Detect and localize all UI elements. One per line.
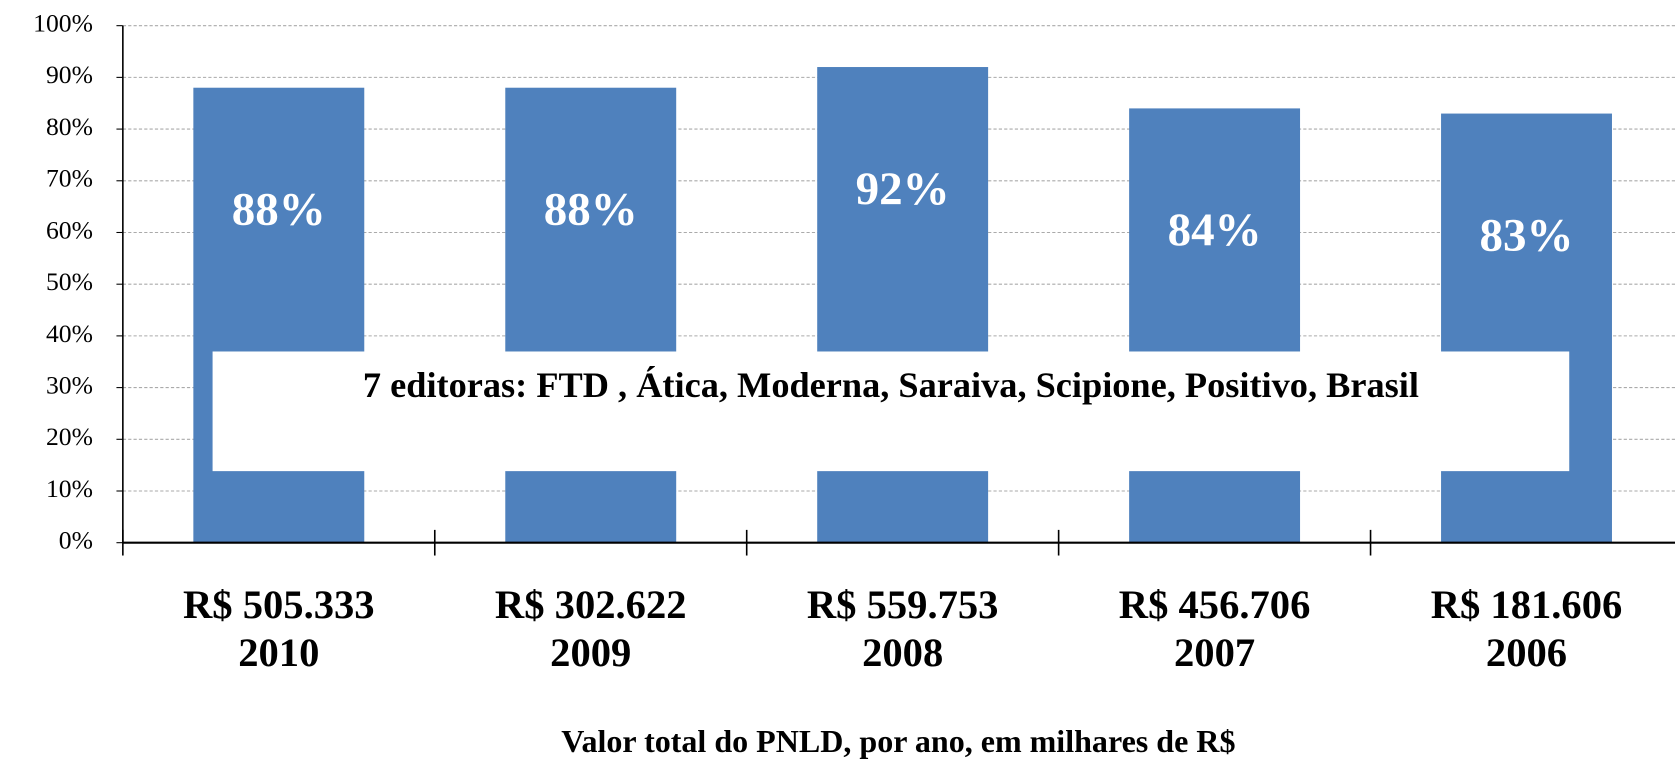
y-tick-label: 40% bbox=[46, 319, 93, 348]
x-axis-label: Valor total do PNLD, por ano, em milhare… bbox=[561, 723, 1235, 759]
y-tick-label: 50% bbox=[46, 267, 93, 296]
annotation: 7 editoras: FTD , Ática, Moderna, Saraiv… bbox=[363, 365, 1419, 405]
y-tick-label: 60% bbox=[46, 215, 93, 244]
y-tick-label: 90% bbox=[46, 60, 93, 89]
bar bbox=[1441, 113, 1612, 543]
bar bbox=[505, 87, 677, 543]
bar bbox=[193, 87, 365, 543]
bar bbox=[817, 67, 989, 543]
y-tick-label: 20% bbox=[46, 422, 93, 451]
y-tick-label: 100% bbox=[33, 9, 93, 38]
annotation-box bbox=[212, 351, 1570, 472]
y-tick-label: 30% bbox=[46, 370, 93, 399]
x-tick-label: R$ 181.606 2006 bbox=[1431, 582, 1623, 675]
plot-area: 0% 10% 20% 30% 40% 50% 60% 70% 80% 90% 100% 88% R$ 5… bbox=[33, 9, 1675, 675]
data-label: 83% bbox=[1480, 209, 1574, 261]
data-label: 88% bbox=[232, 184, 326, 236]
y-tick-label: 10% bbox=[46, 474, 93, 503]
data-label: 92% bbox=[856, 163, 950, 215]
y-tick-label: 70% bbox=[46, 164, 93, 193]
bar bbox=[1129, 108, 1301, 543]
x-tick-label: R$ 456.706 2007 bbox=[1119, 582, 1311, 675]
x-tick-label: R$ 505.333 2010 bbox=[183, 582, 375, 675]
x-tick-label: R$ 302.622 2009 bbox=[495, 582, 687, 675]
x-tick-label: R$ 559.753 2008 bbox=[807, 582, 999, 675]
data-label: 88% bbox=[544, 184, 638, 236]
y-tick-label: 0% bbox=[59, 526, 93, 555]
y-tick-label: 80% bbox=[46, 112, 93, 141]
data-label: 84% bbox=[1168, 204, 1262, 256]
